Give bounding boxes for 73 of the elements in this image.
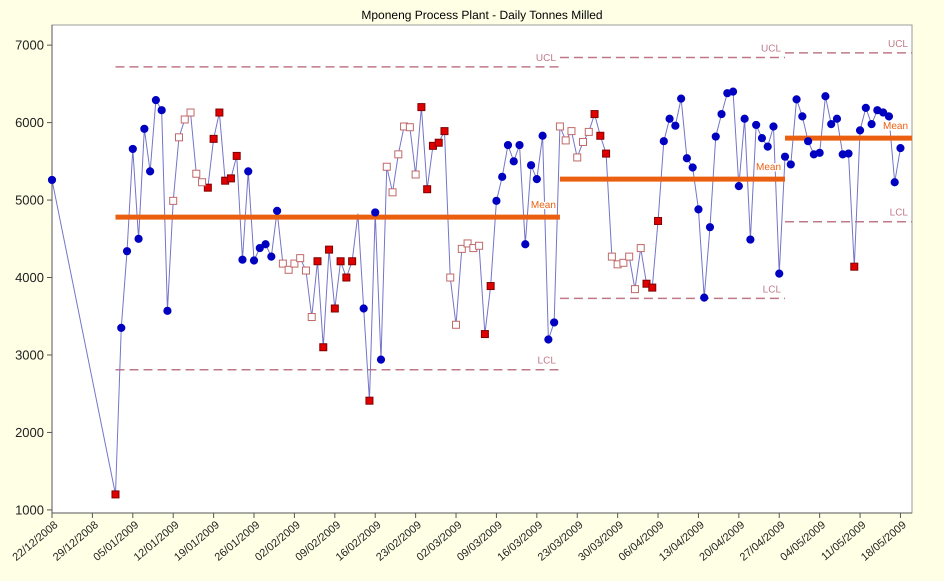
point bbox=[204, 184, 212, 192]
point bbox=[567, 127, 576, 136]
point bbox=[648, 284, 656, 292]
point bbox=[284, 266, 293, 274]
point bbox=[423, 185, 432, 194]
point bbox=[278, 260, 287, 268]
point bbox=[452, 320, 460, 329]
point bbox=[458, 244, 466, 253]
point bbox=[290, 260, 298, 268]
point bbox=[412, 170, 420, 178]
series-label: LCL bbox=[762, 284, 782, 296]
point bbox=[302, 266, 310, 275]
point bbox=[440, 127, 448, 136]
chart-title: Mponeng Process Plant - Daily Tonnes Milled bbox=[361, 8, 603, 22]
point bbox=[562, 136, 570, 144]
y-tick-label: 1000 bbox=[15, 502, 44, 518]
series-label: UCL bbox=[888, 38, 908, 50]
y-tick-label: 4000 bbox=[15, 270, 44, 286]
series-label: LCL bbox=[890, 208, 908, 219]
point bbox=[625, 252, 634, 261]
point bbox=[602, 150, 610, 158]
point bbox=[434, 138, 443, 147]
point bbox=[654, 216, 662, 225]
point bbox=[232, 152, 241, 160]
point bbox=[596, 132, 604, 140]
point bbox=[590, 110, 599, 118]
point bbox=[486, 282, 495, 290]
y-tick-label: 7000 bbox=[15, 38, 44, 53]
point bbox=[169, 196, 178, 205]
point bbox=[630, 285, 639, 294]
point bbox=[406, 123, 414, 132]
point bbox=[619, 258, 628, 267]
y-tick-label: 2000 bbox=[15, 424, 44, 440]
point bbox=[579, 138, 588, 146]
y-tick-label: 3000 bbox=[15, 348, 44, 363]
point bbox=[850, 262, 858, 271]
series-label: LCL bbox=[538, 356, 556, 367]
point bbox=[308, 313, 316, 322]
point bbox=[325, 246, 334, 254]
y-tick-label: 6000 bbox=[15, 115, 44, 130]
point bbox=[348, 257, 356, 266]
point bbox=[296, 254, 304, 262]
point bbox=[336, 257, 345, 266]
point bbox=[180, 116, 189, 124]
point bbox=[198, 178, 206, 186]
point bbox=[446, 274, 454, 282]
point bbox=[210, 134, 218, 143]
point bbox=[636, 244, 645, 252]
y-tick-label: 5000 bbox=[15, 192, 44, 208]
point bbox=[480, 330, 489, 338]
point bbox=[556, 122, 564, 130]
point bbox=[314, 257, 322, 266]
point bbox=[475, 242, 484, 250]
point bbox=[111, 490, 120, 498]
point bbox=[365, 396, 374, 405]
point bbox=[464, 239, 472, 248]
series-label: UCL bbox=[761, 44, 782, 55]
point bbox=[382, 162, 391, 171]
point bbox=[319, 343, 328, 352]
point bbox=[174, 133, 183, 142]
point bbox=[394, 150, 402, 158]
series-label: UCL bbox=[536, 52, 556, 64]
point bbox=[417, 103, 426, 112]
point bbox=[330, 304, 339, 313]
point bbox=[215, 108, 224, 117]
point bbox=[584, 128, 593, 136]
point bbox=[226, 174, 235, 182]
point bbox=[573, 153, 582, 162]
point bbox=[342, 274, 350, 282]
point bbox=[186, 108, 195, 117]
point bbox=[388, 188, 397, 196]
point bbox=[608, 252, 616, 261]
point bbox=[192, 170, 200, 178]
